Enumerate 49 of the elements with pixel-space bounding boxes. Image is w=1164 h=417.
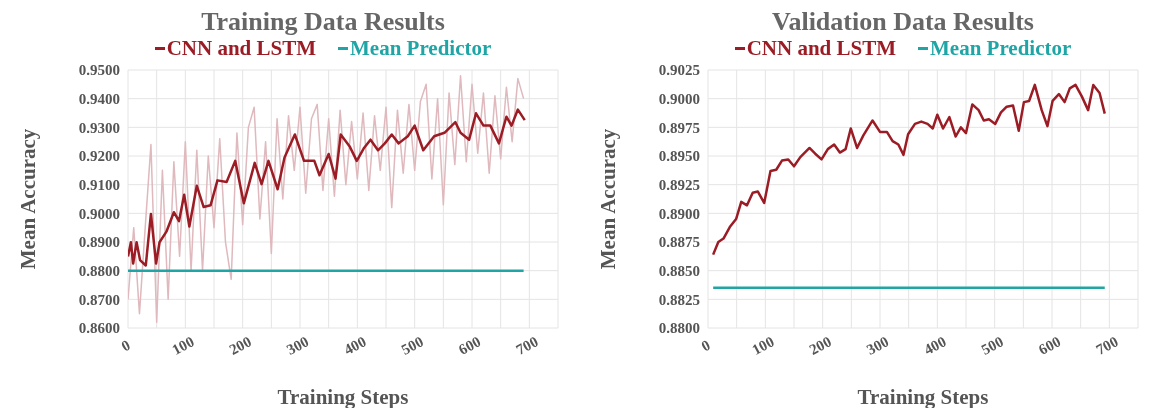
y-tick-label: 0.8800 xyxy=(658,320,700,337)
y-tick-label: 0.8800 xyxy=(78,262,120,279)
x-axis-title: Training Steps xyxy=(277,385,409,409)
y-tick-label: 0.9000 xyxy=(78,205,120,222)
y-axis-title: Mean Accuracy xyxy=(16,128,41,270)
y-tick-label: 0.8600 xyxy=(78,320,120,337)
x-tick-label: 300 xyxy=(863,333,892,358)
y-tick-label: 0.8925 xyxy=(658,176,700,193)
x-tick-label: 700 xyxy=(1093,333,1121,358)
y-tick-label: 0.9100 xyxy=(78,176,120,193)
legend-label: CNN and LSTM xyxy=(165,36,317,60)
x-axis-title: Training Steps xyxy=(857,385,989,409)
line-series xyxy=(128,74,525,324)
x-tick-label: 400 xyxy=(921,333,949,358)
line-series xyxy=(711,83,1106,256)
x-tick-label: 0 xyxy=(698,336,713,355)
y-tick-label: 0.9025 xyxy=(658,62,700,79)
y-tick-label: 0.8900 xyxy=(658,205,700,222)
x-tick-label: 600 xyxy=(455,333,484,358)
x-tick-label: 200 xyxy=(226,333,255,358)
line-series xyxy=(128,108,526,267)
y-tick-label: 0.9300 xyxy=(78,119,120,136)
y-tick-label: 0.9200 xyxy=(78,148,120,165)
x-tick-label: 700 xyxy=(513,333,541,358)
x-tick-label: 200 xyxy=(806,333,835,358)
x-tick-label: 500 xyxy=(398,333,427,358)
x-tick-label: 0 xyxy=(118,336,133,355)
x-tick-label: 400 xyxy=(341,333,369,358)
x-tick-label: 500 xyxy=(978,333,1007,358)
legend-label: Mean Predictor xyxy=(349,36,492,60)
chart-title: Training Data Results xyxy=(200,7,446,36)
y-tick-label: 0.8875 xyxy=(658,234,700,251)
y-tick-label: 0.8950 xyxy=(658,148,700,165)
y-tick-label: 0.8700 xyxy=(78,291,120,308)
y-tick-label: 0.9000 xyxy=(658,90,700,107)
x-tick-label: 100 xyxy=(749,333,777,358)
y-tick-label: 0.9500 xyxy=(78,62,120,79)
y-tick-label: 0.8975 xyxy=(658,119,700,136)
x-tick-label: 600 xyxy=(1035,333,1064,358)
legend-label: Mean Predictor xyxy=(929,36,1072,60)
y-tick-label: 0.8900 xyxy=(78,234,120,251)
chart-title: Validation Data Results xyxy=(771,7,1035,36)
x-tick-label: 100 xyxy=(169,333,197,358)
legend-label: CNN and LSTM xyxy=(745,36,897,60)
x-tick-label: 300 xyxy=(283,333,312,358)
y-tick-label: 0.8825 xyxy=(658,291,700,308)
y-tick-label: 0.9400 xyxy=(78,90,120,107)
y-axis-title: Mean Accuracy xyxy=(596,128,621,270)
y-tick-label: 0.8850 xyxy=(658,262,700,279)
